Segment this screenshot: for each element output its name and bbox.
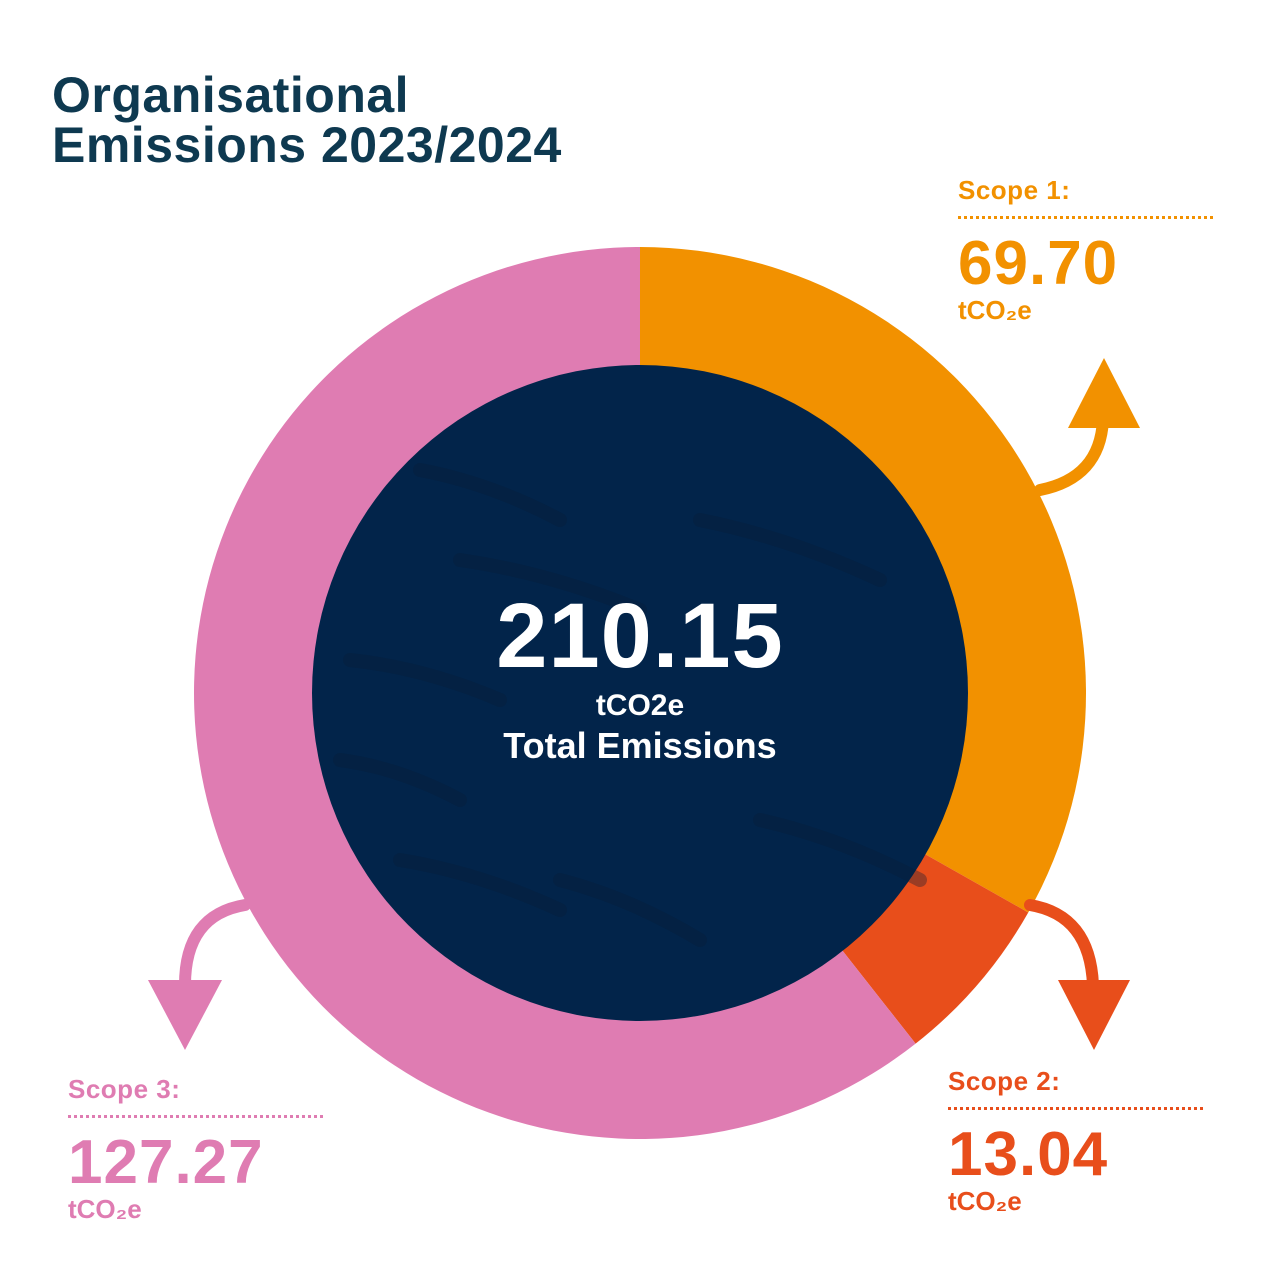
scope-3-value: 127.27 [68, 1128, 264, 1197]
texture-streak [453, 553, 647, 617]
texture-streak [333, 753, 467, 807]
callout-arrows [148, 358, 1140, 1050]
scope-1-unit: tCO₂e [958, 295, 1032, 325]
texture-streak [553, 873, 707, 947]
scope-2-name: Scope 2: [948, 1066, 1203, 1110]
scope-1-name: Scope 1: [958, 175, 1213, 219]
chart-title: Organisational Emissions 2023/2024 [52, 70, 562, 170]
texture-streak [413, 463, 567, 527]
texture-streak [343, 653, 507, 707]
scope-1-arrow-line [1034, 414, 1109, 496]
total-unit: tCO2e [595, 689, 685, 722]
scope-2-value: 13.04 [948, 1120, 1109, 1189]
scope-3-unit: tCO₂e [68, 1194, 142, 1224]
scope-1-value: 69.70 [958, 229, 1119, 298]
scope-2-arrow-head [1058, 980, 1130, 1050]
scope-2-unit: tCO₂e [948, 1186, 1022, 1216]
center-summary: 210.15 tCO2e Total Emissions [340, 590, 940, 767]
title-line-2: Emissions 2023/2024 [52, 117, 562, 173]
scope-3-name: Scope 3: [68, 1074, 323, 1118]
scope-2-arrow-line [1024, 899, 1099, 991]
texture-streak [753, 813, 927, 887]
center-circle [312, 365, 968, 1021]
total-value: 210.15 [496, 585, 784, 687]
texture-streak [393, 853, 567, 917]
total-caption: Total Emissions [503, 725, 777, 766]
title-line-1: Organisational [52, 67, 410, 123]
scope-3-arrow-head [148, 980, 222, 1050]
texture-streak [693, 513, 887, 587]
scope-3-arrow-line [179, 899, 251, 991]
center-disc [312, 365, 968, 1021]
scope-2-label: Scope 2: 13.04 tCO₂e [948, 1066, 1203, 1214]
scope-3-label: Scope 3: 127.27 tCO₂e [68, 1074, 323, 1222]
scope-1-arrow-head [1068, 358, 1140, 428]
scope-1-label: Scope 1: 69.70 tCO₂e [958, 175, 1213, 323]
